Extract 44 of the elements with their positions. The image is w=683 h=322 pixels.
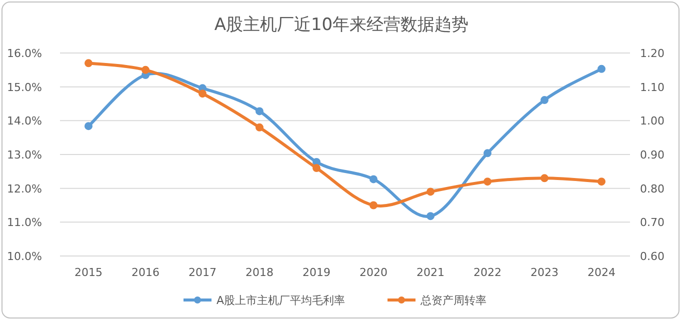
point — [598, 178, 606, 186]
point — [312, 164, 320, 172]
y2-tick-label: 0.70 — [640, 216, 664, 230]
y2-tick-label: 1.00 — [640, 114, 664, 128]
point — [370, 175, 378, 184]
x-tick-label: 2017 — [188, 266, 216, 279]
y2-tick-label: 0.90 — [640, 148, 664, 162]
point — [484, 149, 492, 158]
point — [598, 64, 606, 73]
point — [198, 90, 206, 98]
x-tick-label: 2016 — [132, 266, 160, 279]
y-tick-label: 12.0% — [7, 182, 42, 196]
point — [256, 107, 264, 116]
point — [84, 59, 92, 68]
point — [256, 123, 264, 132]
y2-tick-label: 0.80 — [640, 182, 664, 196]
legend-label: A股上市主机厂平均毛利率 — [216, 294, 346, 307]
x-tick-label: 2020 — [360, 266, 388, 279]
x-tick-label: 2019 — [302, 266, 330, 279]
point — [426, 188, 434, 196]
point — [484, 178, 492, 186]
y-tick-label: 16.0% — [7, 47, 42, 60]
y2-tick-label: 0.60 — [640, 250, 664, 263]
x-tick-label: 2024 — [588, 266, 616, 279]
chart-title: A股主机厂近10年来经营数据趋势 — [214, 15, 469, 35]
x-tick-label: 2015 — [74, 266, 102, 279]
y-tick-label: 13.0% — [7, 148, 42, 162]
legend-label: 总资产周转率 — [420, 294, 486, 307]
y-tick-label: 14.0% — [7, 114, 42, 128]
y2-tick-label: 1.20 — [640, 47, 664, 60]
point — [540, 174, 548, 182]
y-tick-label: 15.0% — [7, 80, 42, 94]
y-tick-label: 10.0% — [7, 250, 42, 263]
y2-tick-label: 1.10 — [640, 80, 664, 94]
point — [540, 96, 548, 104]
point — [84, 122, 92, 130]
point — [426, 212, 434, 220]
y-tick-label: 11.0% — [7, 216, 42, 230]
x-tick-label: 2022 — [474, 266, 502, 279]
point — [142, 66, 150, 74]
x-tick-label: 2018 — [246, 266, 274, 279]
point — [370, 201, 378, 210]
x-tick-label: 2021 — [416, 266, 444, 279]
x-tick-label: 2023 — [530, 266, 558, 279]
